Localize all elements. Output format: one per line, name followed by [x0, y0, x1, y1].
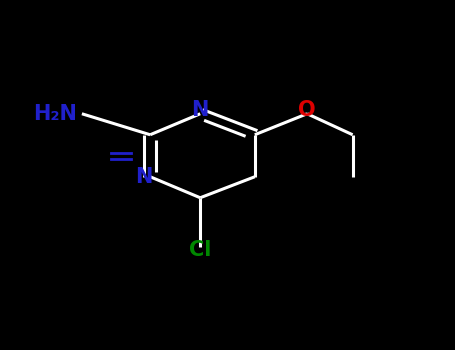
Text: O: O — [298, 99, 316, 120]
Text: Cl: Cl — [189, 240, 212, 260]
Text: N: N — [192, 99, 209, 120]
Text: N: N — [135, 167, 152, 187]
Text: H₂N: H₂N — [34, 104, 77, 124]
